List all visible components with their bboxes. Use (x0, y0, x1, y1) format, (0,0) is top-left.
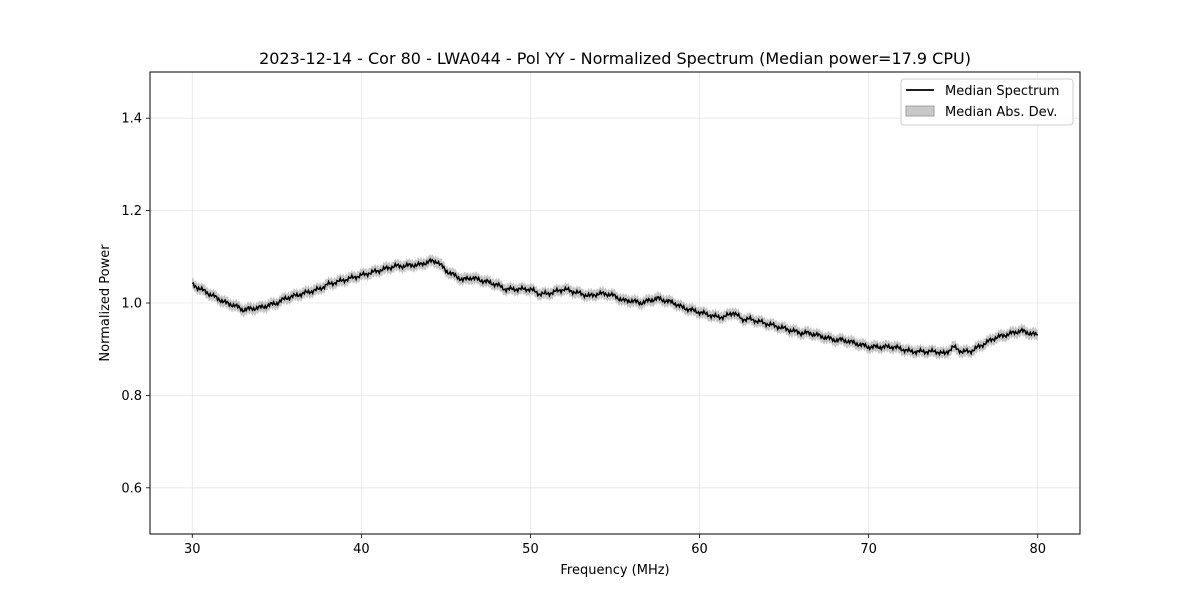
x-axis-ticks: 30 40 50 60 70 80 (184, 534, 1046, 557)
median-line-layer (192, 257, 1039, 357)
y-axis-ticks: 0.6 0.8 1.0 1.2 1.4 (121, 112, 150, 496)
y-axis-label: Normalized Power (98, 244, 113, 362)
y-tick-label: 1.0 (121, 297, 142, 312)
legend-label-median-abs-dev: Median Abs. Dev. (945, 105, 1057, 120)
y-tick-label: 1.4 (121, 112, 142, 127)
legend-band-swatch (905, 105, 935, 117)
median-spectrum-line (192, 257, 1039, 357)
x-tick-label: 40 (353, 542, 370, 557)
legend-label-median-spectrum: Median Spectrum (945, 84, 1059, 99)
x-axis-label: Frequency (MHz) (560, 563, 669, 578)
legend: Median Spectrum Median Abs. Dev. (900, 78, 1074, 126)
x-tick-label: 70 (860, 542, 877, 557)
x-tick-label: 50 (522, 542, 539, 557)
chart-title: 2023-12-14 - Cor 80 - LWA044 - Pol YY - … (259, 49, 971, 68)
legend-box (900, 78, 1074, 126)
x-tick-label: 30 (184, 542, 201, 557)
x-tick-label: 80 (1029, 542, 1046, 557)
mad-band-layer (192, 253, 1038, 361)
median-abs-dev-band (192, 253, 1038, 361)
y-tick-label: 1.2 (121, 204, 142, 219)
y-tick-label: 0.6 (121, 481, 142, 496)
x-tick-label: 60 (691, 542, 708, 557)
y-tick-label: 0.8 (121, 389, 142, 404)
